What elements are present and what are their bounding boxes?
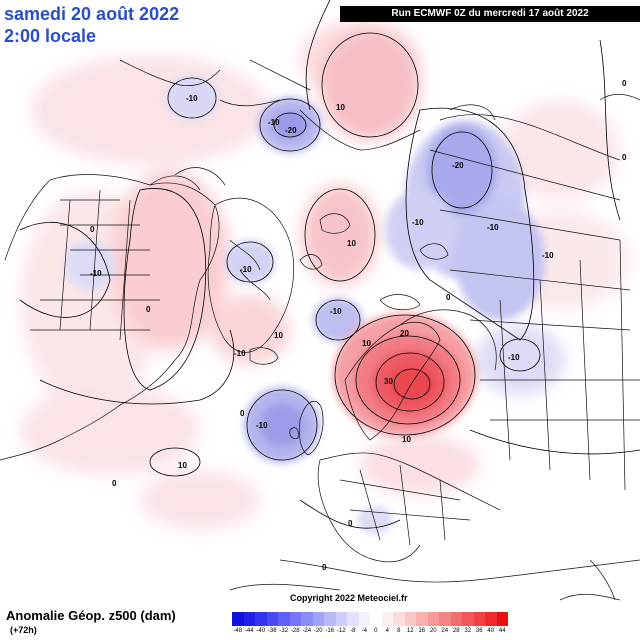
color-scale-tick-label: -32 <box>279 628 289 634</box>
contour-label: 10 <box>178 461 187 470</box>
run-info-banner: Run ECMWF 0Z du mercredi 17 août 2022 <box>340 6 640 22</box>
contour-label: 0 <box>90 225 95 234</box>
color-scale-tick-label: 0 <box>374 628 378 634</box>
color-scale-tick-label: 12 <box>406 628 414 634</box>
color-scale-swatch <box>289 612 301 626</box>
contour-label: -10 <box>240 265 252 274</box>
color-scale-swatch <box>473 612 485 626</box>
color-scale-tick-label: -28 <box>290 628 300 634</box>
contour-label: -10 <box>256 421 268 430</box>
color-scale-swatch <box>278 612 290 626</box>
coastlines <box>0 59 640 601</box>
color-scale-tick-label: 40 <box>487 628 495 634</box>
color-scale-tick-label: -40 <box>256 628 266 634</box>
contour-label: -10 <box>330 307 342 316</box>
contour-label: -10 <box>234 349 246 358</box>
contour-label: 10 <box>336 103 345 112</box>
color-scale-tick-label: 8 <box>397 628 401 634</box>
color-scale-swatch <box>324 612 336 626</box>
contour-label: -20 <box>285 126 297 135</box>
color-scale-tick-label: -36 <box>267 628 277 634</box>
contour-label: 10 <box>402 435 411 444</box>
contour-label: -20 <box>452 161 464 170</box>
contour-label: 0 <box>112 479 117 488</box>
contour-label: 0 <box>622 153 627 162</box>
color-scale-tick-label: -48 <box>233 628 243 634</box>
copyright-notice: Copyright 2022 Meteociel.fr <box>290 593 408 603</box>
color-scale-swatch <box>462 612 474 626</box>
color-scale-tick-label: -16 <box>325 628 335 634</box>
color-scale-tick-label: -20 <box>313 628 323 634</box>
color-scale-swatch <box>255 612 267 626</box>
color-scale-tick-label: -24 <box>302 628 312 634</box>
contour-label: 0 <box>240 409 245 418</box>
color-scale-tick-label: -8 <box>350 628 356 634</box>
color-scale-swatch <box>370 612 382 626</box>
contour-label: 10 <box>362 339 371 348</box>
contour-label: 10 <box>347 239 356 248</box>
contour-label: -10 <box>508 353 520 362</box>
color-scale-swatch <box>427 612 439 626</box>
color-scale-swatch <box>439 612 451 626</box>
contour-label: 0 <box>622 79 627 88</box>
color-scale-tick-label: 16 <box>418 628 426 634</box>
contour-label: 0 <box>348 519 353 528</box>
contour-label: 0 <box>146 305 151 314</box>
contour-label: 20 <box>400 329 409 338</box>
forecast-lead-time: (+72h) <box>10 625 37 635</box>
color-scale-tick-label: -12 <box>336 628 346 634</box>
color-scale-swatch <box>416 612 428 626</box>
color-scale-swatch <box>266 612 278 626</box>
color-scale-swatch <box>358 612 370 626</box>
color-scale-swatch <box>301 612 313 626</box>
contour-label: -10 <box>487 223 499 232</box>
color-scale-swatch <box>496 612 508 626</box>
color-scale-swatch <box>347 612 359 626</box>
contour-lines <box>19 0 640 529</box>
contour-label: -10 <box>412 218 424 227</box>
contour-label: 0 <box>446 293 451 302</box>
color-scale-swatch <box>404 612 416 626</box>
forecast-time: 2:00 locale <box>4 26 97 46</box>
color-scale-swatch <box>232 612 244 626</box>
contour-label: -10 <box>186 94 198 103</box>
color-scale-tick-label: -4 <box>361 628 367 634</box>
color-scale-tick-label: 20 <box>429 628 437 634</box>
color-scale-swatch <box>485 612 497 626</box>
contour-label: 10 <box>274 331 283 340</box>
color-scale-tick-label: 36 <box>475 628 483 634</box>
map-legend-title: Anomalie Géop. z500 (dam) <box>6 608 176 623</box>
color-scale-swatch <box>243 612 255 626</box>
contour-label: 30 <box>384 377 393 386</box>
color-scale-tick-label: -44 <box>244 628 254 634</box>
anomaly-fields <box>20 20 630 534</box>
forecast-date: samedi 20 août 2022 <box>4 4 180 24</box>
contour-label: -10 <box>90 269 102 278</box>
color-scale-tick-label: 24 <box>441 628 449 634</box>
contour-label: 0 <box>322 563 327 572</box>
color-scale-swatch <box>312 612 324 626</box>
color-scale-swatch <box>450 612 462 626</box>
color-scale-tick-label: 44 <box>498 628 506 634</box>
color-scale-tick-label: 28 <box>452 628 460 634</box>
color-scale-swatch <box>381 612 393 626</box>
color-scale-bar <box>232 612 508 626</box>
color-scale-tick-label: 4 <box>385 628 389 634</box>
color-scale-swatch <box>335 612 347 626</box>
color-scale-swatch <box>393 612 405 626</box>
contour-label: -10 <box>268 118 280 127</box>
color-scale-tick-label: 32 <box>464 628 472 634</box>
contour-label: -10 <box>542 251 554 260</box>
contour-label-group: -10 -10 -20 10 -20 -10 -10 -10 10 -10 0 … <box>90 79 627 572</box>
